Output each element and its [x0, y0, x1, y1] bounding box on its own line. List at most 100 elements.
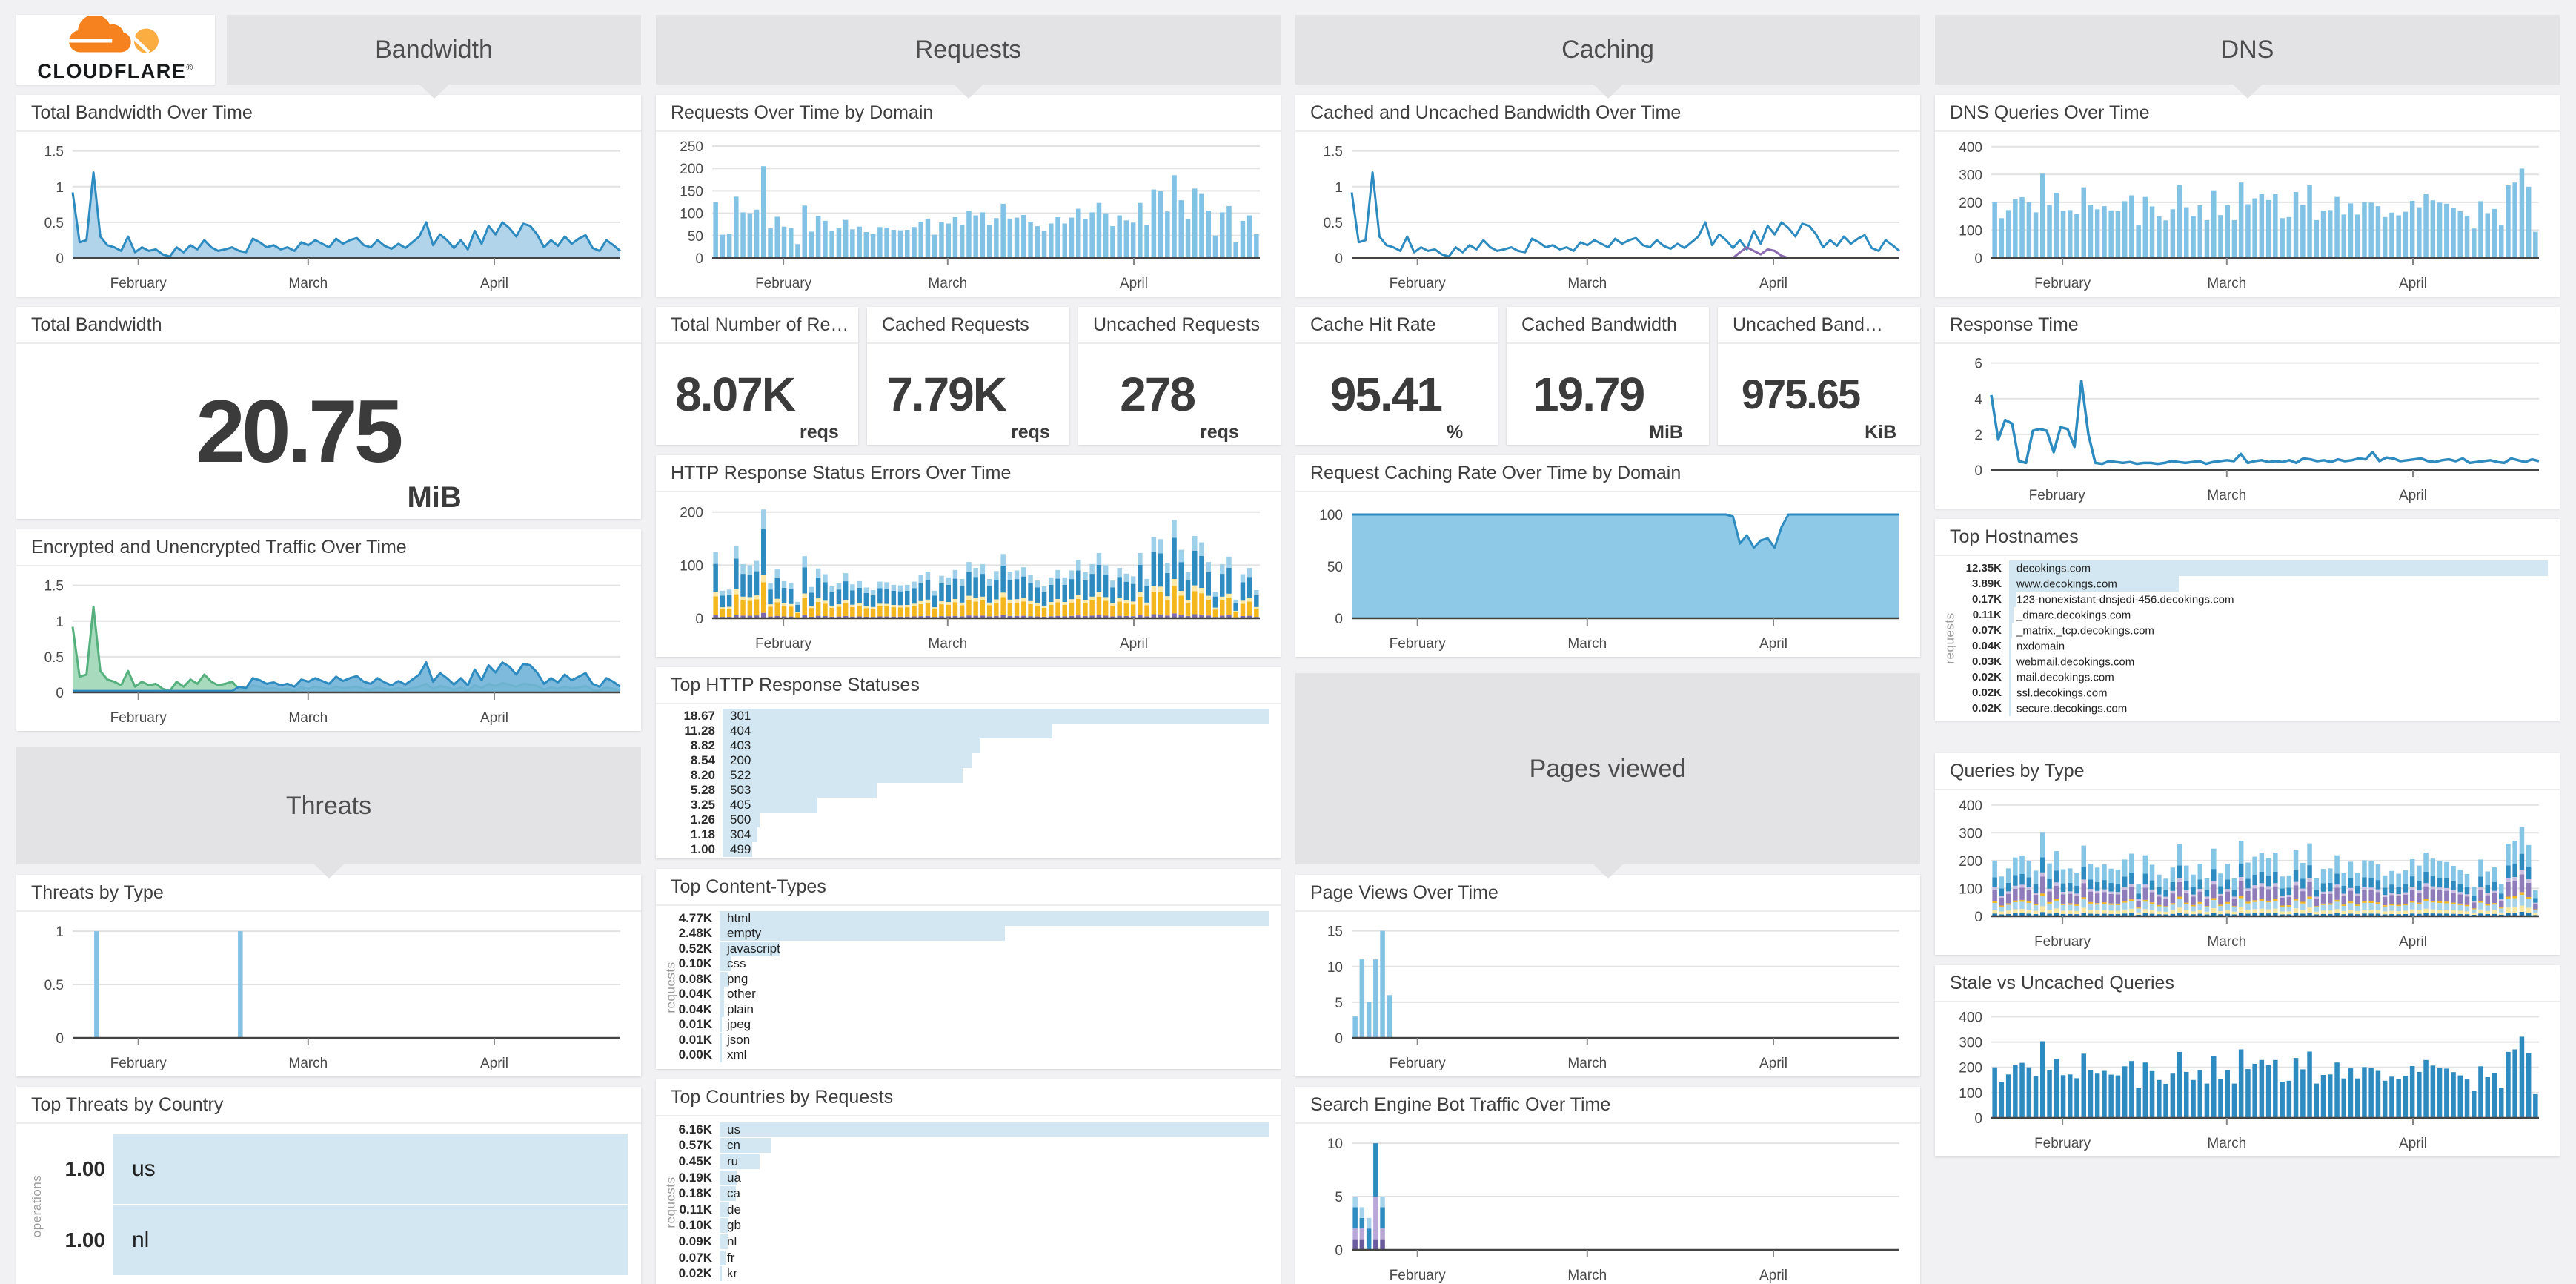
stat-unit: MiB	[407, 481, 462, 514]
svg-text:1: 1	[56, 180, 64, 196]
http-errors-chart[interactable]: 0 100 200 February March April	[656, 492, 1281, 657]
dns-queries-chart[interactable]: 0 100 200 300 400 February March April	[1935, 132, 2560, 297]
hbar-value: 1.18	[690, 827, 715, 841]
svg-text:100: 100	[1959, 1086, 1982, 1102]
hbar-row: 3.89K www.decokings.com	[1935, 576, 2548, 592]
encrypted-traffic-chart[interactable]: 0 0.5 1 1.5 February March April	[16, 566, 641, 731]
column-caching: Caching Cached and Uncached Bandwidth Ov…	[1295, 15, 1920, 1284]
y-axis-label: requests	[1942, 612, 1957, 664]
svg-text:300: 300	[1959, 826, 1982, 841]
hbar-label: 503	[730, 783, 751, 797]
svg-text:April: April	[1120, 636, 1148, 652]
top-http-statuses-chart[interactable]: 18.67 301 11.28 404 8.82 403 8.54 200 8.20 522 5.2…	[656, 704, 1281, 858]
hbar-track: plain	[720, 1002, 1269, 1017]
hbar-label: 200	[730, 753, 751, 767]
dns-header-row: DNS	[1935, 15, 2560, 85]
hbar-track: empty	[720, 926, 1269, 942]
cached-requests-stat: 7.79K reqs	[867, 344, 1069, 445]
page-views-chart[interactable]: 0 5 10 15 February March April	[1295, 912, 1920, 1076]
svg-text:100: 100	[680, 558, 703, 574]
svg-text:March: March	[1567, 1268, 1607, 1283]
card-title: DNS Queries Over Time	[1935, 95, 2560, 132]
svg-text:March: March	[288, 710, 328, 726]
svg-text:300: 300	[1959, 1036, 1982, 1051]
hbar-fill	[2009, 701, 2011, 716]
svg-text:0: 0	[1974, 463, 1982, 479]
hbar-fill	[723, 709, 1269, 724]
svg-text:April: April	[2399, 934, 2427, 950]
top-countries-chart[interactable]: requests 6.16K us 0.57K cn 0.45K ru 0.19K ua 0.18…	[656, 1116, 1281, 1284]
hbar-track: fr	[720, 1250, 1269, 1265]
svg-text:200: 200	[680, 506, 703, 521]
hbar-label: mail.decokings.com	[2016, 671, 2114, 684]
top-hostnames-chart[interactable]: requests 12.35K decokings.com 3.89K www.deco…	[1935, 556, 2560, 721]
svg-text:0: 0	[1335, 612, 1343, 627]
svg-text:100: 100	[680, 207, 703, 222]
response-time-chart[interactable]: 0 2 4 6 February March April	[1935, 344, 2560, 509]
hbar-fill	[720, 1138, 771, 1154]
hbar-label: 304	[730, 827, 751, 841]
hbar-label: ssl.decokings.com	[2016, 686, 2108, 699]
card-title: Uncached Requests	[1078, 307, 1281, 344]
card-title: Requests Over Time by Domain	[656, 95, 1281, 132]
card-title: Total Number of Re…	[656, 307, 858, 344]
hbar-row: 0.02K ssl.decokings.com	[1935, 685, 2548, 701]
hbar-value: 1.26	[690, 813, 715, 827]
requests-header-row: Requests	[656, 15, 1281, 85]
hbar-label: 499	[730, 842, 751, 856]
hbar-row: 0.04K nxdomain	[1935, 638, 2548, 654]
hbar-value: 0.01K	[678, 1017, 712, 1032]
hbar-fill	[723, 813, 760, 827]
card-http-errors: HTTP Response Status Errors Over Time 0 1…	[656, 455, 1281, 657]
total-bandwidth-over-time-chart[interactable]: 0 0.5 1 1.5 February March April	[16, 132, 641, 297]
hbar-fill	[720, 956, 731, 972]
svg-text:0: 0	[1335, 251, 1343, 267]
svg-text:0: 0	[56, 1031, 64, 1047]
card-page-views: Page Views Over Time 0 5 10 15 February March…	[1295, 875, 1920, 1076]
request-caching-rate-chart[interactable]: 0 50 100 February March April	[1295, 492, 1920, 657]
svg-text:200: 200	[680, 162, 703, 177]
requests-stat-row: Total Number of Re… 8.07K reqs Cached Re…	[656, 307, 1281, 445]
queries-by-type-chart[interactable]: 0 100 200 300 400 February March April	[1935, 790, 2560, 955]
card-top-content-types: Top Content-Types requests 4.77K html 2.48K…	[656, 869, 1281, 1069]
hbar-row: 0.02K secure.decokings.com	[1935, 701, 2548, 716]
requests-over-time-chart[interactable]: 0 50 100 150 200 250 February March April	[656, 132, 1281, 297]
svg-text:6: 6	[1974, 357, 1982, 372]
hbar-value: 0.01K	[678, 1032, 712, 1047]
card-dns-queries: DNS Queries Over Time 0 100 200 300 400 Febru…	[1935, 95, 2560, 297]
stale-uncached-queries-chart[interactable]: 0 100 200 300 400 February March April	[1935, 1002, 2560, 1156]
hbar-row: 0.07K _matrix._tcp.decokings.com	[1935, 623, 2548, 638]
hbar-fill	[113, 1205, 628, 1275]
hbar-value: 8.20	[690, 768, 715, 782]
hbar-label: 123-nonexistant-dnsjedi-456.decokings.co…	[2016, 593, 2234, 606]
svg-text:1: 1	[56, 924, 64, 940]
cached-uncached-bandwidth-chart[interactable]: 0 0.5 1 1.5 February March April	[1295, 132, 1920, 297]
hbar-value: 0.45K	[678, 1154, 712, 1168]
top-threats-by-country-chart[interactable]: operations 1.00 us 1.00 nl	[16, 1124, 641, 1284]
hbar-row: 0.18K ca	[656, 1186, 1269, 1202]
threats-by-type-chart[interactable]: 0 0.5 1 February March April	[16, 912, 641, 1076]
bot-traffic-chart[interactable]: 0 5 10 February March April	[1295, 1124, 1920, 1284]
hbar-label: 301	[730, 709, 751, 723]
hbar-label: nl	[727, 1234, 737, 1248]
hbar-track: _dmarc.decokings.com	[2009, 607, 2548, 623]
hbar-value: 4.77K	[678, 910, 712, 925]
hbar-fill	[2009, 685, 2011, 701]
svg-text:0: 0	[1335, 1243, 1343, 1259]
hbar-row: 0.04K other	[656, 987, 1269, 1002]
svg-text:5: 5	[1335, 996, 1343, 1011]
svg-text:10: 10	[1327, 960, 1343, 976]
svg-text:250: 250	[680, 139, 703, 155]
hbar-label: jpeg	[727, 1017, 751, 1032]
hbar-label: nl	[132, 1228, 150, 1252]
hbar-value: 0.02K	[1971, 702, 2002, 715]
top-content-types-chart[interactable]: requests 4.77K html 2.48K empty 0.52K javascri…	[656, 906, 1281, 1069]
svg-text:April: April	[2399, 1136, 2427, 1151]
hbar-track: www.decokings.com	[2009, 576, 2548, 592]
hbar-fill	[2009, 623, 2013, 638]
hbar-value: 1.00	[690, 842, 715, 856]
stat-unit: reqs	[799, 422, 839, 443]
hbar-value: 1.00	[64, 1228, 106, 1251]
svg-text:March: March	[1567, 636, 1607, 652]
